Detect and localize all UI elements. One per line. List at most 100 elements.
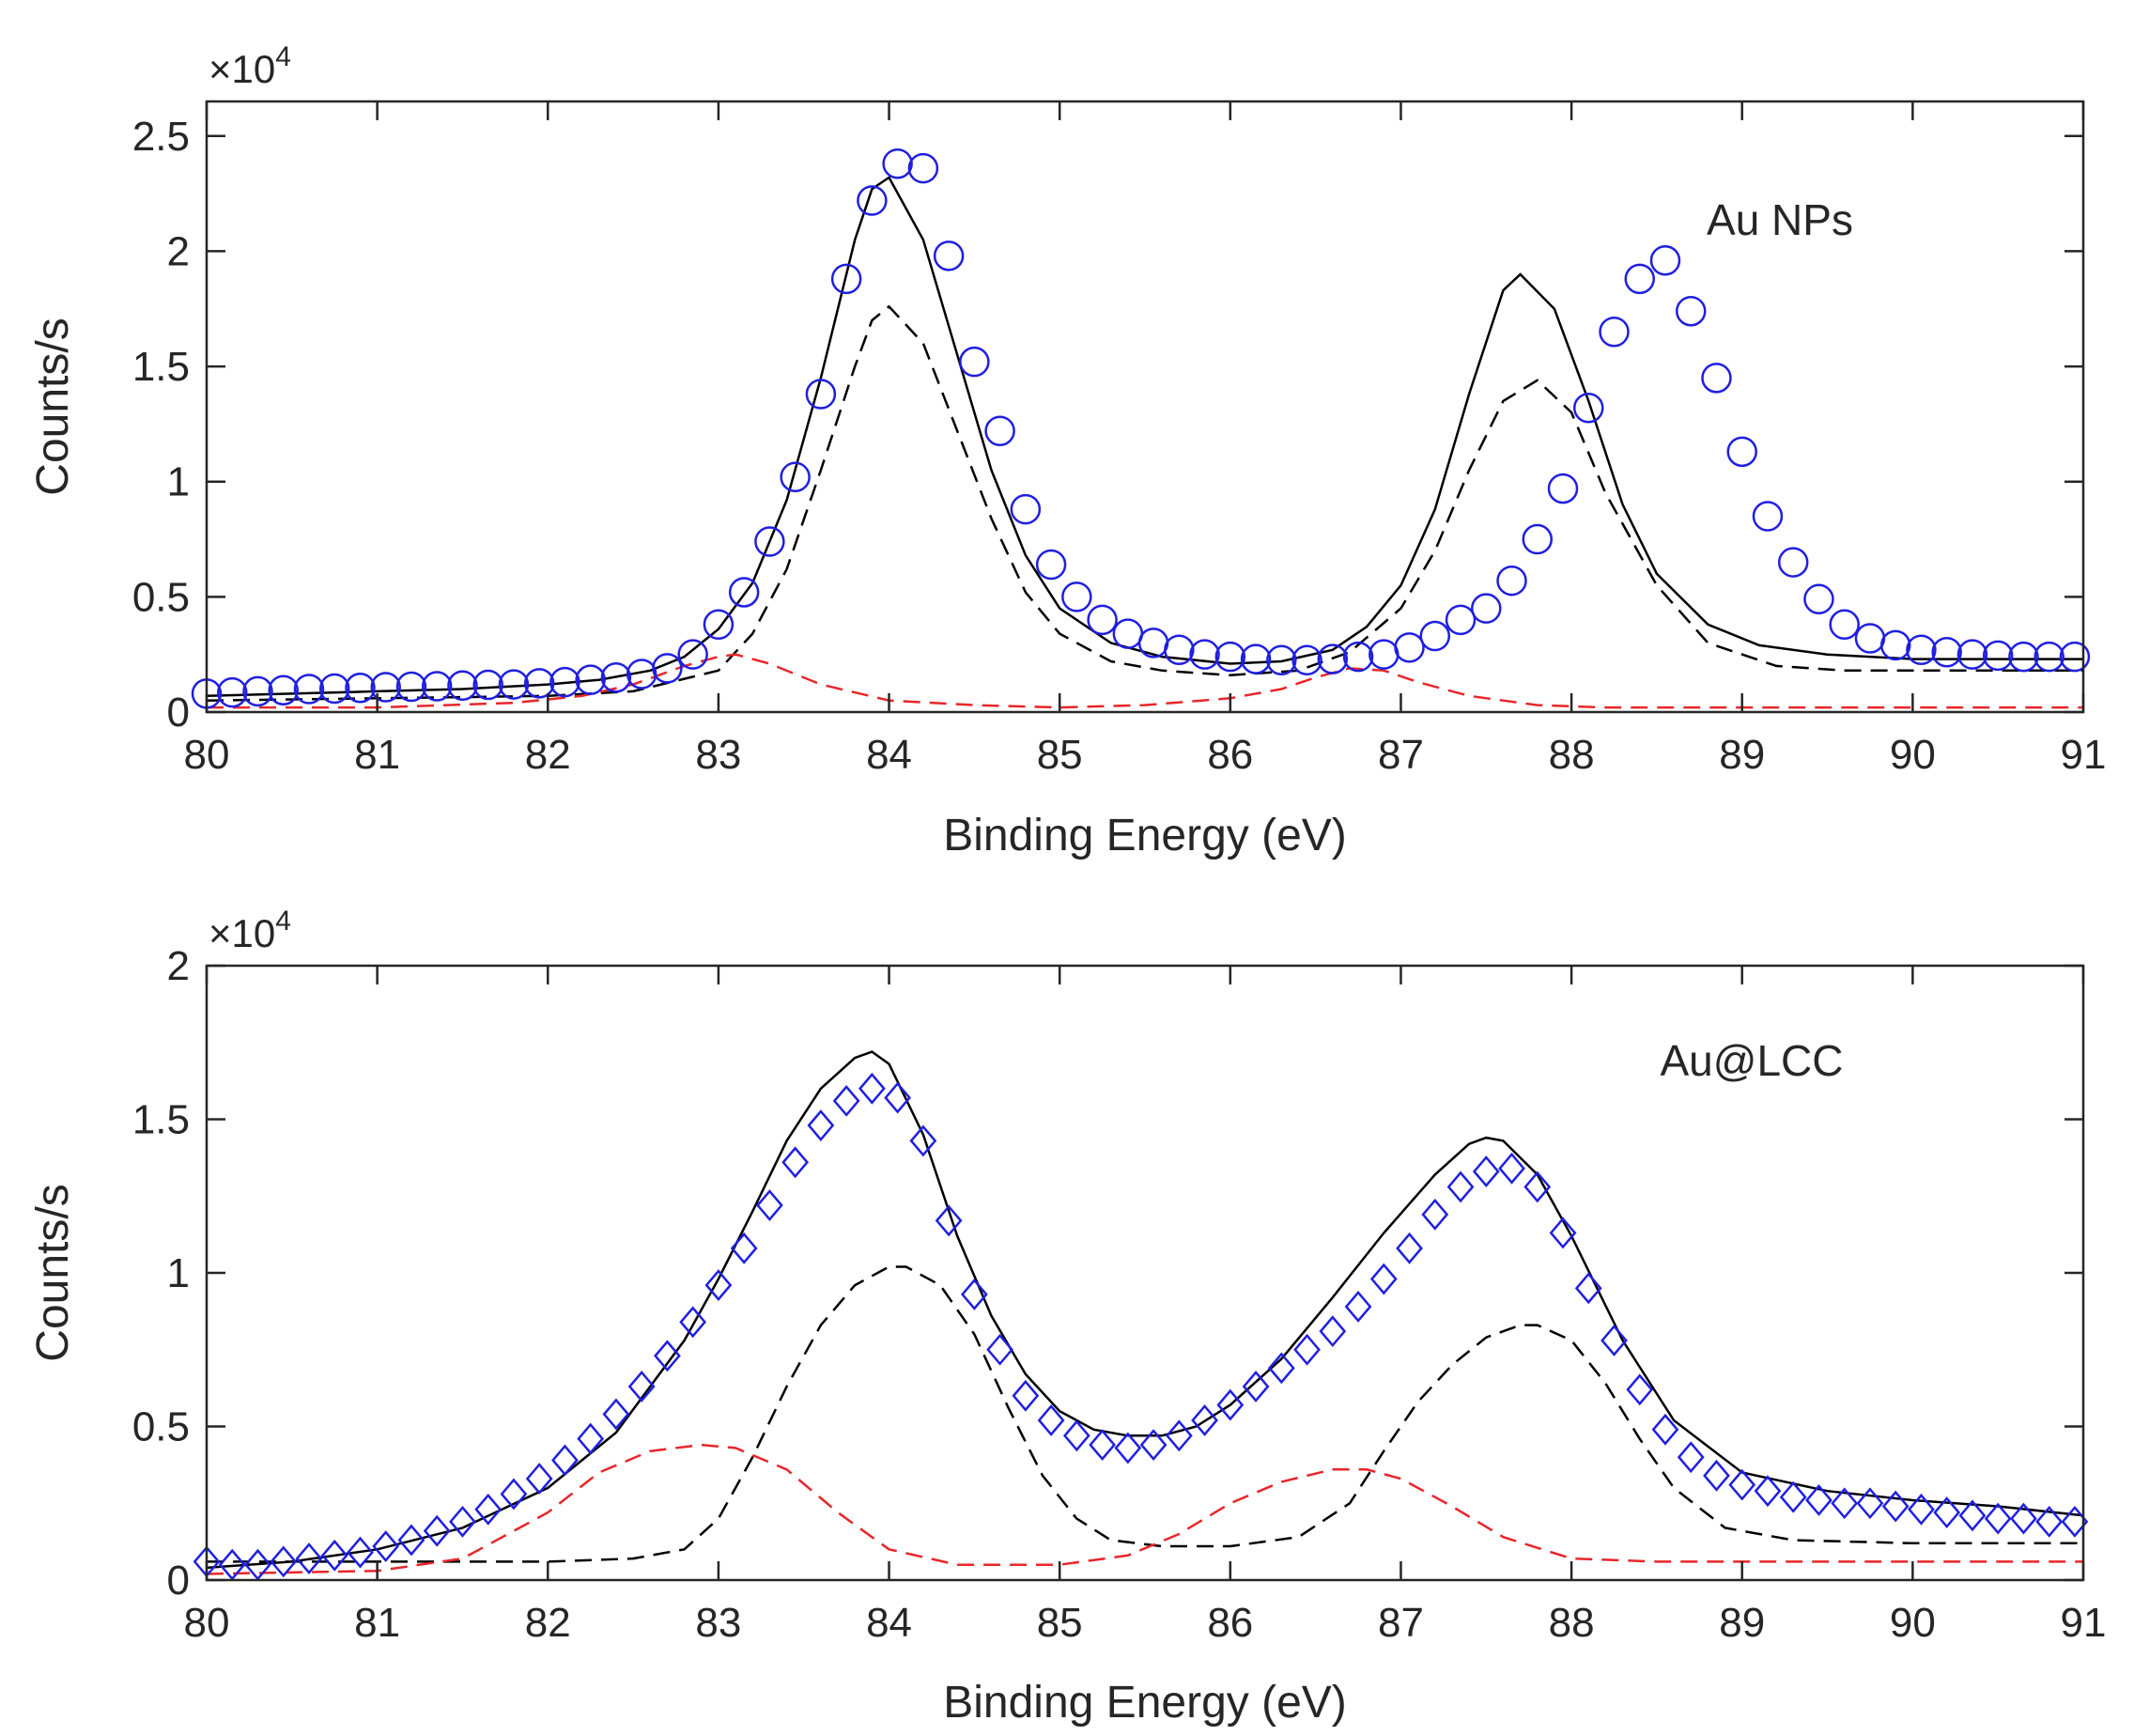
data-point-diamond: [1114, 1432, 1142, 1465]
x-tick-label: 82: [525, 1600, 571, 1646]
data-point-diamond: [1369, 1263, 1398, 1295]
fit-component-black-line: [207, 1265, 2083, 1563]
data-point-circle: [1599, 317, 1630, 348]
data-point-diamond: [1908, 1493, 1935, 1526]
x-tick-label: 90: [1890, 1600, 1936, 1646]
panel-au-nps: 80 81 82 83 84 85 86 87 88 89 90 91 0 0.5 1 1.5 2 2.5 Au …: [28, 41, 2106, 860]
data-point-circle: [984, 415, 1015, 447]
x-tick-label: 91: [2061, 732, 2107, 778]
x-tick-label: 88: [1549, 732, 1595, 778]
data-point-circle: [1471, 593, 1502, 624]
sample-annotation: Au NPs: [1707, 195, 1853, 244]
data-point-circle: [1214, 641, 1246, 673]
data-point-circle: [1522, 523, 1554, 555]
x-tick-label: 89: [1719, 732, 1765, 778]
fit-total-line: [206, 1050, 2084, 1570]
x-tick-label: 81: [354, 1600, 400, 1646]
data-point-diamond: [525, 1463, 553, 1496]
data-point-circle: [1496, 565, 1527, 597]
data-point-circle: [1675, 295, 1707, 327]
data-point-diamond: [1933, 1496, 1961, 1528]
data-point-circle: [780, 461, 811, 493]
data-point-circle: [1240, 643, 1272, 674]
data-point-diamond: [832, 1084, 860, 1117]
data-point-circle: [1777, 547, 1809, 578]
x-tick-label: 87: [1378, 1600, 1424, 1646]
data-point-circle: [472, 669, 503, 701]
x-tick-label: 87: [1378, 732, 1424, 778]
x-tick-label: 83: [695, 1600, 741, 1646]
x-tick-label: 80: [184, 1600, 230, 1646]
data-point-diamond: [372, 1530, 400, 1562]
data-point-diamond: [1574, 1272, 1602, 1305]
y-tick-label: 1.5: [132, 344, 190, 390]
data-point-circle: [370, 672, 401, 703]
data-point-circle: [1342, 641, 1374, 673]
data-point-circle: [293, 674, 325, 705]
data-point-circle: [1394, 632, 1425, 663]
data-point-diamond: [474, 1493, 503, 1526]
data-point-diamond: [2035, 1505, 2064, 1538]
data-point-diamond: [704, 1269, 733, 1302]
data-point-circle: [1266, 644, 1297, 676]
data-point-circle: [549, 666, 580, 698]
data-point-diamond: [1856, 1487, 1884, 1520]
data-point-circle: [1726, 436, 1757, 468]
x-tick-label: 91: [2061, 1600, 2107, 1646]
data-point-circle: [703, 609, 735, 641]
data-point-diamond: [1319, 1315, 1347, 1348]
data-point-circle: [1547, 473, 1579, 504]
data-point-diamond: [1293, 1333, 1321, 1366]
x-tick-label: 84: [866, 732, 912, 778]
x-tick-label: 86: [1207, 732, 1253, 778]
fit-component-red-line: [206, 1443, 2083, 1575]
data-point-diamond: [1984, 1502, 2012, 1535]
data-point-circle: [447, 670, 478, 702]
data-point-circle: [1854, 623, 1886, 654]
data-point-diamond: [1523, 1170, 1552, 1203]
data-point-diamond: [1062, 1419, 1090, 1452]
y-tick-label: 0.5: [132, 1404, 190, 1450]
data-point-circle: [830, 263, 862, 295]
x-tick-label: 88: [1549, 1600, 1595, 1646]
y-axis-label: Counts/s: [28, 318, 78, 495]
data-point-circle: [1189, 639, 1220, 670]
data-point-diamond: [218, 1548, 246, 1581]
y-tick-label: 1.5: [132, 1097, 190, 1143]
data-point-circle: [1649, 244, 1681, 276]
fit-total-line: [206, 176, 2083, 698]
data-point-diamond: [320, 1539, 348, 1572]
data-point-circle: [652, 653, 683, 684]
data-point-circle: [523, 668, 555, 699]
data-point-circle: [1061, 581, 1092, 612]
y-exponent-label: ×104: [209, 41, 291, 91]
data-point-diamond: [807, 1109, 835, 1141]
data-point-diamond: [449, 1505, 476, 1538]
data-point-circle: [857, 185, 888, 216]
data-point-circle: [728, 577, 760, 608]
data-point-diamond: [858, 1072, 886, 1105]
y-tick-label: 1: [167, 1250, 190, 1296]
data-point-diamond: [1421, 1198, 1449, 1231]
data-point-circle: [268, 674, 299, 705]
x-axis-label: Binding Energy (eV): [943, 1678, 1347, 1728]
data-point-diamond: [1165, 1419, 1193, 1452]
x-tick-label: 83: [695, 732, 741, 778]
fit-component-red-line: [207, 653, 2083, 709]
data-point-circle: [1624, 263, 1655, 295]
x-tick-label: 89: [1719, 1600, 1765, 1646]
data-point-diamond: [1549, 1217, 1577, 1249]
data-point-diamond: [654, 1340, 681, 1372]
data-point-diamond: [577, 1422, 605, 1455]
data-point-diamond: [935, 1204, 963, 1237]
data-point-diamond: [551, 1444, 579, 1477]
data-point-circle: [1010, 493, 1042, 525]
data-point-circle: [1701, 363, 1732, 394]
data-point-diamond: [1446, 1170, 1475, 1203]
data-point-diamond: [730, 1232, 758, 1264]
data-point-diamond: [1831, 1487, 1859, 1520]
data-point-circle: [805, 379, 837, 410]
data-point-diamond: [1037, 1404, 1065, 1436]
data-point-circle: [754, 526, 785, 557]
data-point-diamond: [244, 1548, 271, 1581]
